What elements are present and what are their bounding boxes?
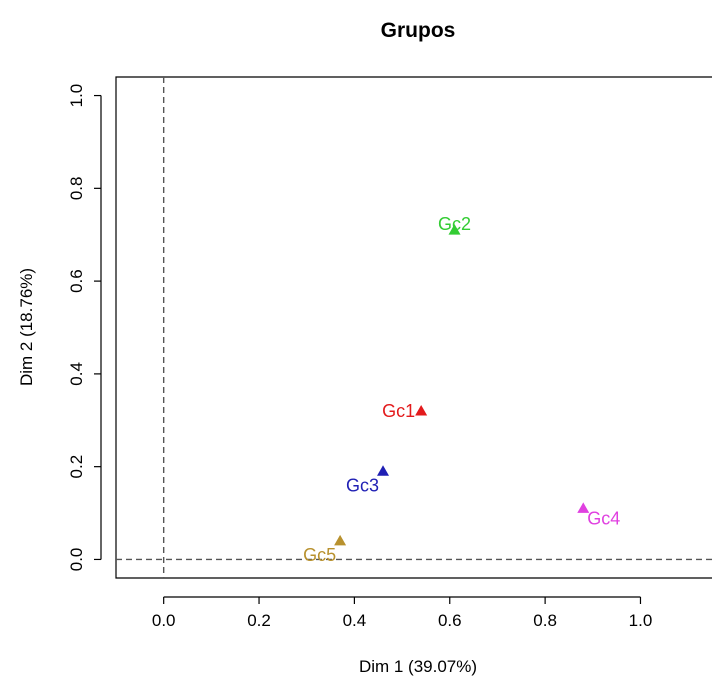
data-label-gc2: Gc2 xyxy=(438,214,471,234)
x-tick-label: 0.4 xyxy=(343,611,367,630)
x-tick-label: 0.8 xyxy=(533,611,557,630)
data-point-gc1 xyxy=(415,405,428,416)
data-label-gc5: Gc5 xyxy=(303,545,336,565)
x-axis-label: Dim 1 (39.07%) xyxy=(359,657,477,676)
data-label-gc1: Gc1 xyxy=(382,401,415,421)
y-tick-label: 0.2 xyxy=(67,455,86,479)
y-tick-label: 0.4 xyxy=(67,362,86,386)
data-point-gc5 xyxy=(334,534,347,546)
y-axis-label: Dim 2 (18.76%) xyxy=(17,268,36,386)
x-tick-label: 1.0 xyxy=(629,611,653,630)
data-point-gc4 xyxy=(577,502,590,513)
y-tick-label: 0.6 xyxy=(67,269,86,293)
plot-frame xyxy=(115,76,712,579)
data-label-gc3: Gc3 xyxy=(346,475,379,495)
data-point-gc2 xyxy=(448,224,461,235)
x-tick-label: 0.2 xyxy=(247,611,271,630)
x-tick-label: 0.6 xyxy=(438,611,462,630)
x-tick-label: 0.0 xyxy=(152,611,176,630)
y-tick-label: 0.0 xyxy=(67,548,86,572)
y-tick-label: 0.8 xyxy=(67,177,86,201)
chart-title: Grupos xyxy=(381,19,456,42)
plot-area: 0.0 0.2 0.4 0.6 0.8 1.0 0.0 0.2 0.4 0.6 0.8 1.0 Gc1 G… xyxy=(67,76,712,630)
y-tick-label: 1.0 xyxy=(67,84,86,108)
data-label-gc4: Gc4 xyxy=(587,508,620,528)
data-point-gc3 xyxy=(377,465,390,476)
